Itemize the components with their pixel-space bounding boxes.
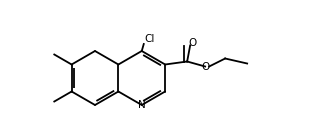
Text: N: N — [138, 100, 146, 110]
Text: O: O — [188, 39, 196, 48]
Text: O: O — [201, 62, 209, 71]
Text: Cl: Cl — [145, 34, 155, 44]
